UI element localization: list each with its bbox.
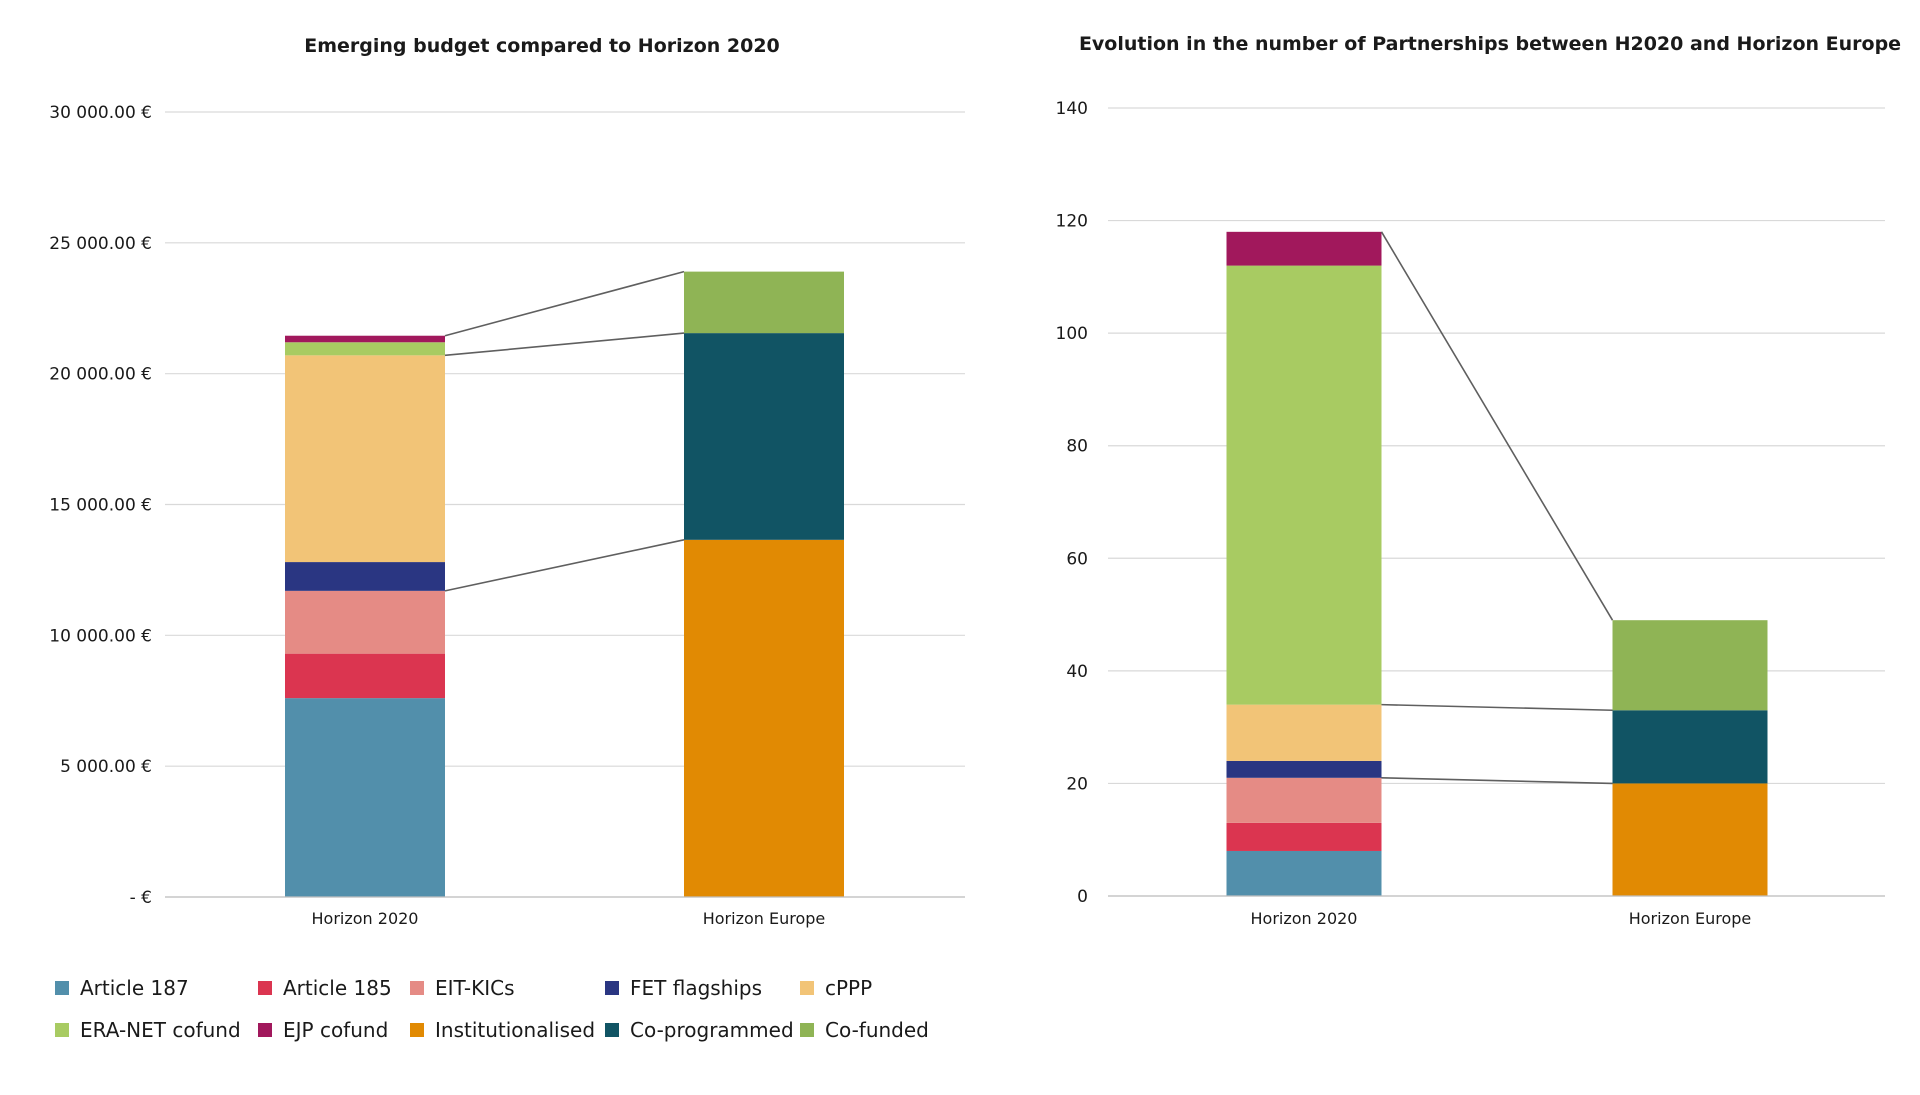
- legend-label: EJP cofund: [283, 1018, 388, 1042]
- legend-swatch: [258, 981, 272, 995]
- y-tick-label: 25 000.00 €: [49, 234, 152, 254]
- x-category-label: Horizon Europe: [703, 909, 826, 928]
- bar-segment-institutionalised: [684, 539, 844, 897]
- legend-swatch: [258, 1023, 272, 1037]
- legend-swatch: [55, 981, 69, 995]
- bar-segment-article-185: [1226, 822, 1382, 851]
- y-tick-label: 100: [1056, 324, 1088, 344]
- legend-swatch: [410, 981, 424, 995]
- legend-label: FET flagships: [630, 976, 762, 1000]
- legend-swatch: [800, 981, 814, 995]
- x-category-label: Horizon 2020: [1251, 909, 1358, 928]
- connector-line: [444, 270, 685, 337]
- bar-segment-era-net-cofund: [1226, 265, 1382, 705]
- x-category-label: Horizon Europe: [1629, 909, 1752, 928]
- legend: Article 187 Article 185 EIT-KICs FET flagsh…: [55, 976, 929, 1042]
- legend-label: ERA-NET cofund: [80, 1018, 241, 1042]
- bar-segment-co-funded: [684, 271, 844, 334]
- bar-segment-article-185: [285, 653, 445, 699]
- y-tick-label: 10 000.00 €: [49, 626, 152, 646]
- legend-label: EIT-KICs: [435, 976, 515, 1000]
- y-tick-label: 140: [1056, 99, 1088, 119]
- budget-chart: - € 5 000.00 € 10 000.00 € 15 000.00 € 20 00…: [49, 103, 965, 928]
- bar-segment-co-programmed: [1612, 710, 1768, 784]
- y-tick-label: 20 000.00 €: [49, 365, 152, 385]
- bar-segment-eit-kics: [285, 590, 445, 654]
- bar-segment-cppp: [1226, 704, 1382, 761]
- y-tick-label: 20: [1066, 774, 1088, 794]
- connector-line: [444, 332, 685, 357]
- chart-1-title: Emerging budget compared to Horizon 2020: [304, 35, 780, 57]
- bar-segment-institutionalised: [1612, 783, 1768, 896]
- bar-segment-fet-flagships: [285, 562, 445, 591]
- bar-segment-co-funded: [1612, 620, 1768, 711]
- bar-segment-cppp: [285, 355, 445, 563]
- legend-label: Article 187: [80, 976, 189, 1000]
- x-category-label: Horizon 2020: [312, 909, 419, 928]
- y-tick-label: 60: [1066, 549, 1088, 569]
- legend-label: Article 185: [283, 976, 392, 1000]
- bar-segment-co-programmed: [684, 333, 844, 540]
- legend-label: Co-programmed: [630, 1018, 794, 1042]
- partnerships-chart: 0 20 40 60 80 100 120 140 Horizon 2020 Horizon Eu…: [1056, 99, 1885, 928]
- legend-swatch: [605, 1023, 619, 1037]
- legend-label: Institutionalised: [435, 1018, 595, 1042]
- y-tick-label: 120: [1056, 212, 1088, 232]
- connector-line: [1380, 231, 1614, 621]
- y-tick-label: 15 000.00 €: [49, 496, 152, 516]
- y-tick-label: 40: [1066, 662, 1088, 682]
- connector-line: [444, 539, 685, 592]
- legend-swatch: [410, 1023, 424, 1037]
- bar-segment-fet-flagships: [1226, 760, 1382, 778]
- bar-segment-article-187: [285, 698, 445, 897]
- legend-swatch: [55, 1023, 69, 1037]
- bar-segment-ejp-cofund: [285, 335, 445, 343]
- bar-segment-ejp-cofund: [1226, 231, 1382, 266]
- y-tick-label: 80: [1066, 437, 1088, 457]
- bar-segment-eit-kics: [1226, 777, 1382, 823]
- chart-2-title: Evolution in the number of Partnerships …: [1079, 33, 1901, 55]
- bar-segment-era-net-cofund: [285, 342, 445, 356]
- connector-line: [1381, 703, 1613, 712]
- legend-label: cPPP: [825, 976, 872, 1000]
- legend-swatch: [605, 981, 619, 995]
- connector-line: [1381, 777, 1613, 785]
- legend-swatch: [800, 1023, 814, 1037]
- y-tick-label: 0: [1077, 887, 1088, 907]
- y-tick-label: 30 000.00 €: [49, 103, 152, 123]
- y-tick-label: 5 000.00 €: [60, 757, 152, 777]
- bar-segment-article-187: [1226, 850, 1382, 896]
- legend-label: Co-funded: [825, 1018, 929, 1042]
- y-tick-label: - €: [130, 888, 152, 908]
